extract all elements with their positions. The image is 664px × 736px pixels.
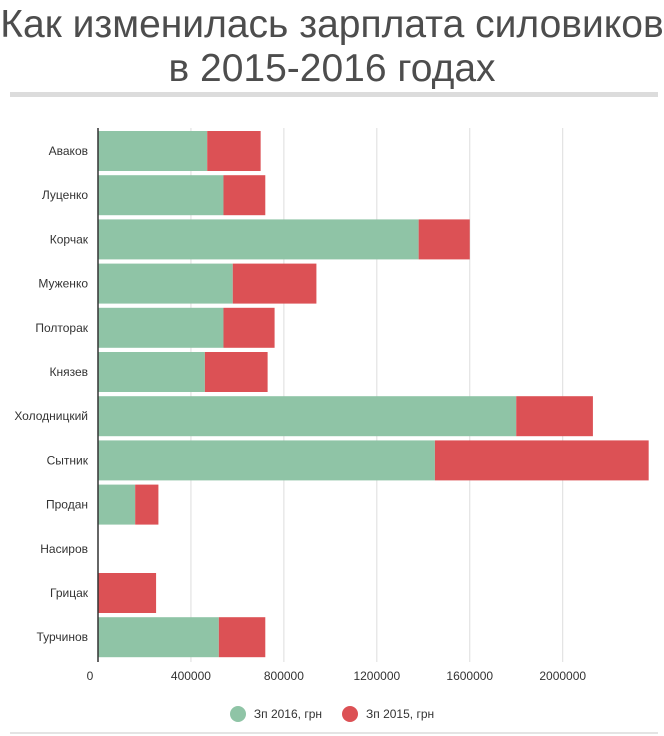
bottom-divider: [10, 732, 658, 734]
y-category-label: Турчинов: [36, 630, 88, 644]
bar-2015[interactable]: [218, 617, 266, 658]
x-tick-label: 1600000: [446, 669, 493, 683]
bar-2015[interactable]: [232, 263, 317, 304]
bar-2015[interactable]: [204, 352, 268, 392]
bar-2016[interactable]: [98, 263, 233, 304]
y-category-label: Полторак: [35, 321, 88, 335]
bar-2016[interactable]: [98, 175, 224, 216]
legend-item-2015[interactable]: Зп 2015, грн: [342, 706, 434, 722]
bar-2015[interactable]: [223, 307, 275, 348]
y-category-label: Аваков: [49, 144, 88, 158]
legend-item-2016[interactable]: Зп 2016, грн: [229, 706, 322, 722]
bar-2015[interactable]: [207, 131, 261, 171]
bar-2016[interactable]: [98, 440, 435, 481]
bar-2015[interactable]: [516, 396, 593, 437]
y-category-label: Князев: [49, 365, 88, 379]
legend-label-2015: Зп 2015, грн: [366, 707, 435, 721]
x-tick-label: 2000000: [539, 669, 586, 683]
bar-chart: 0 400000 800000 1200000 1600000 2000000 Аваков…: [14, 128, 649, 683]
x-tick-label: 400000: [171, 669, 211, 683]
chart-title: Как изменилась зарплата силовиков в 2015…: [0, 3, 664, 90]
title-divider: [10, 92, 658, 97]
legend-label-2016: Зп 2016, грн: [253, 707, 322, 721]
legend-swatch-2015: [342, 706, 358, 722]
y-category-label: Муженко: [38, 277, 88, 291]
bar-2015[interactable]: [418, 219, 470, 260]
bar-2016[interactable]: [98, 131, 208, 171]
bar-2016[interactable]: [98, 352, 205, 392]
bar-2015[interactable]: [135, 484, 159, 525]
bar-2015[interactable]: [98, 573, 157, 613]
y-category-label: Луценко: [42, 188, 88, 202]
bar-2015[interactable]: [223, 175, 266, 216]
y-category-label: Корчак: [50, 232, 89, 246]
bar-2016[interactable]: [98, 396, 517, 437]
bar-2016[interactable]: [98, 484, 136, 525]
bar-2015[interactable]: [434, 440, 649, 481]
y-category-label: Грицак: [50, 586, 89, 600]
x-tick-label: 800000: [264, 669, 304, 683]
y-category-label: Насиров: [40, 542, 88, 556]
legend-swatch-2016: [229, 706, 246, 722]
y-category-label: Продан: [46, 498, 88, 512]
y-category-label: Сытник: [47, 453, 89, 467]
bar-2016[interactable]: [98, 307, 224, 348]
bar-2016[interactable]: [98, 617, 219, 658]
x-tick-label: 0: [87, 669, 94, 683]
y-category-label: Холодницкий: [14, 409, 88, 423]
x-tick-label: 1200000: [353, 669, 400, 683]
bar-2016[interactable]: [98, 219, 419, 260]
legend: Зп 2016, грн Зп 2015, грн: [0, 706, 664, 722]
